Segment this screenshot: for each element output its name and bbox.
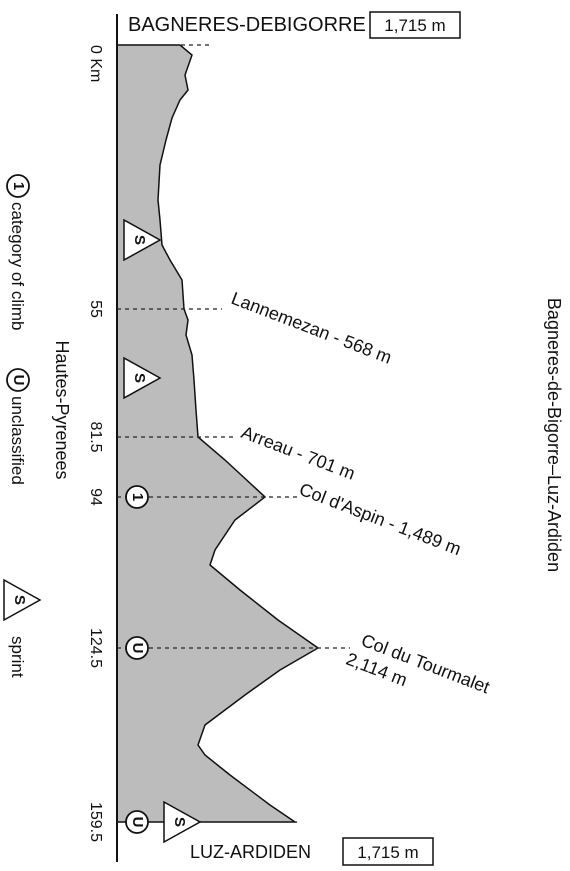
distance-label: 81.5	[87, 421, 104, 452]
sprint-marker-letter: S	[131, 373, 148, 383]
distance-label: 0 Km	[87, 45, 104, 82]
finish-elevation: 1,715 m	[357, 843, 418, 862]
legend-symbol	[6, 368, 30, 392]
sprint-marker-letter: S	[131, 235, 148, 245]
waypoint-label: Col d'Aspin - 1,489 m	[297, 479, 464, 559]
waypoint-label: Lannemezan - 568 m	[229, 288, 395, 368]
region: Hautes-Pyrenees	[52, 340, 72, 479]
start-name: BAGNERES-DEBIGORRE	[128, 14, 366, 36]
distance-label: 159.5	[87, 802, 104, 842]
climb-marker	[125, 636, 149, 660]
sprint-marker	[123, 356, 162, 400]
legend-text: category of climb	[8, 202, 27, 331]
climb-marker	[125, 810, 149, 834]
sprint-marker	[163, 800, 202, 844]
finish-elevation-box	[342, 837, 434, 866]
sprint-marker-letter: S	[171, 817, 188, 827]
climb-marker-letter: U	[129, 817, 146, 828]
distance-label: 55	[87, 300, 104, 318]
legend-symbol-letter: 1	[10, 182, 27, 190]
start-elevation: 1,715 m	[384, 16, 445, 35]
legend-symbol-letter: U	[10, 375, 27, 386]
legend-text: sprint	[8, 636, 27, 678]
climb-marker-letter: 1	[129, 493, 146, 501]
distance-label: 124.5	[87, 628, 104, 668]
legend-symbol	[6, 174, 30, 198]
elevation-profile	[116, 44, 320, 823]
legend-symbol-letter: S	[11, 595, 28, 605]
title: Bagneres-de-Bigorre–Luz-Ardiden	[544, 298, 564, 572]
waypoint-label: Arreau - 701 m	[239, 422, 358, 484]
climb-marker	[125, 485, 149, 509]
climb-marker-letter: U	[129, 643, 146, 654]
legend-symbol	[3, 578, 42, 622]
distance-label: 94	[87, 488, 104, 506]
sprint-marker	[123, 218, 162, 262]
finish-name: LUZ-ARDIDEN	[190, 842, 311, 862]
start-elevation-box	[369, 11, 461, 39]
legend-text: unclassified	[8, 396, 27, 485]
